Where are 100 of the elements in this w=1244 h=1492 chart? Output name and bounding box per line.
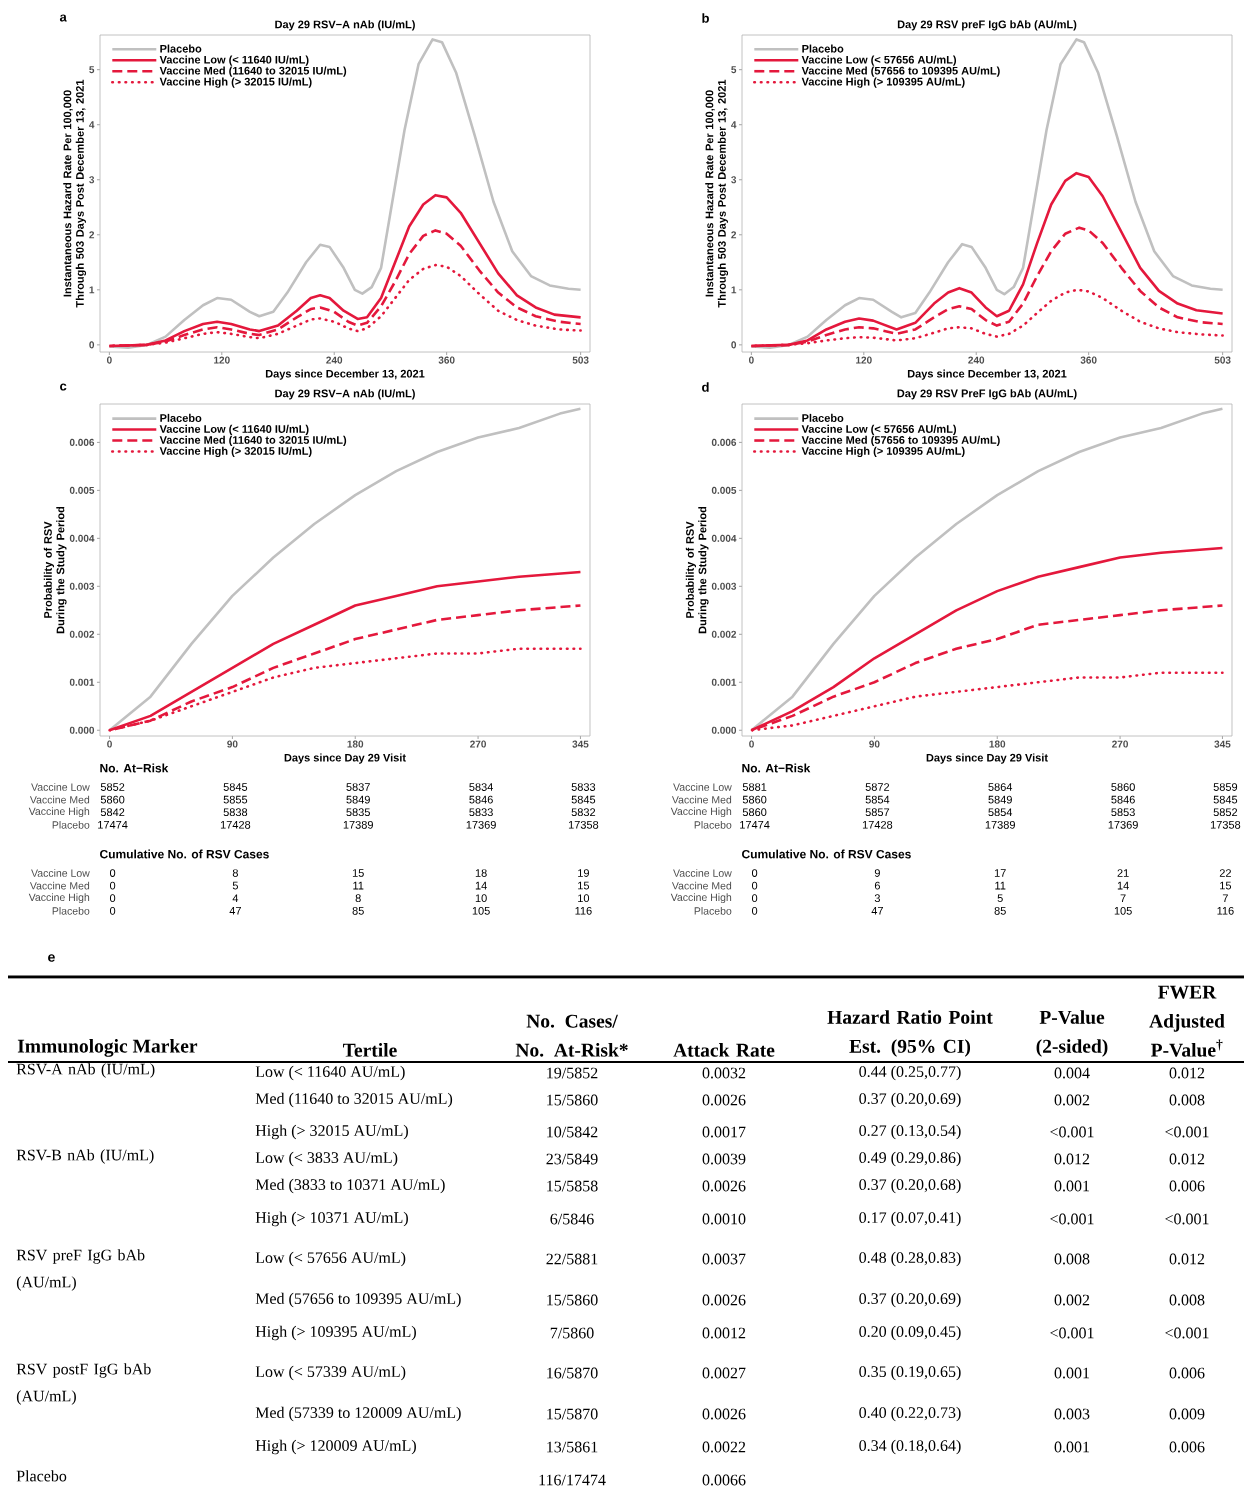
- legend-label: Vaccine Low (< 11640 IU/mL): [159, 55, 309, 66]
- chart-title: Day 29 RSV−A nAb (IU/mL): [275, 20, 415, 31]
- text: 0.006: [1169, 1441, 1205, 1453]
- text: 5855: [223, 795, 248, 804]
- text: Low (< 57339 AU/mL): [255, 1365, 406, 1381]
- text: Vaccine Low: [31, 783, 90, 791]
- text: 5833: [571, 783, 596, 791]
- text: 15: [1220, 881, 1232, 890]
- text: 5852: [100, 783, 125, 791]
- text: 5864: [988, 783, 1013, 791]
- text: 0.0017: [702, 1126, 746, 1138]
- text: 0.0026: [702, 1294, 746, 1306]
- text: 5: [997, 894, 1003, 903]
- y-tick-label: 0.001: [711, 678, 737, 686]
- text: 6: [874, 881, 880, 890]
- text: High (> 120009 AU/mL): [255, 1439, 416, 1455]
- y-tick-label: 0.001: [69, 678, 95, 686]
- text: 11: [995, 881, 1006, 890]
- y-tick-label: 0.005: [69, 486, 95, 494]
- text: 0.20 (0.09,0.45): [859, 1325, 961, 1341]
- text: 5860: [742, 795, 767, 804]
- text: 5: [232, 881, 238, 890]
- y-axis-title: Probability of RSV During the Study Period: [43, 506, 67, 634]
- text: Vaccine High: [28, 893, 90, 904]
- text: 5852: [1213, 808, 1238, 817]
- text: 17389: [343, 820, 373, 829]
- text: Vaccine High: [28, 807, 90, 818]
- text: 15/5860: [547, 1094, 598, 1106]
- x-axis-title: Days since December 13, 2021: [265, 369, 425, 380]
- text: 0.27 (0.13,0.54): [859, 1124, 961, 1140]
- text: 5845: [223, 783, 248, 791]
- text: 8: [232, 869, 238, 877]
- text: 7: [1222, 894, 1228, 902]
- text: Tertile: [343, 1043, 397, 1057]
- chart-title: Day 29 RSV PreF IgG bAb (AU/mL): [897, 389, 1077, 400]
- x-tick-label: 0: [748, 356, 754, 364]
- text: 5845: [1213, 795, 1238, 804]
- text: 15: [352, 869, 364, 877]
- text: 4: [232, 894, 239, 902]
- legend-label: Vaccine High (> 109395 AU/mL): [801, 446, 965, 458]
- text: 11: [353, 881, 364, 890]
- text: 5834: [469, 783, 493, 791]
- y-tick-label: 1: [731, 286, 737, 294]
- text: High (> 10371 AU/mL): [255, 1211, 408, 1227]
- text: Low (< 3833 AU/mL): [255, 1151, 398, 1167]
- text: 17428: [220, 820, 251, 829]
- text: 0.012: [1169, 1067, 1205, 1079]
- text: 0.002: [1054, 1294, 1090, 1306]
- text: 17474: [98, 821, 128, 829]
- text: No. At−Risk: [742, 763, 811, 773]
- text: 5832: [571, 808, 596, 817]
- text: Vaccine High: [670, 893, 732, 904]
- text: Vaccine Low: [31, 869, 90, 877]
- y-tick-label: 2: [89, 231, 95, 239]
- text: 13/5861: [547, 1441, 598, 1453]
- text: 15/5870: [547, 1408, 598, 1420]
- text: 5838: [223, 808, 248, 817]
- text: Low (< 11640 AU/mL): [255, 1065, 405, 1081]
- text: Cumulative No. of RSV Cases: [742, 849, 911, 859]
- legend-label: Vaccine Med (57656 to 109395 AU/mL): [801, 435, 1000, 447]
- text: 17389: [985, 820, 1015, 829]
- x-tick-label: 270: [470, 740, 487, 748]
- x-tick-label: 90: [869, 740, 880, 748]
- text: 0.48 (0.28,0.83): [859, 1251, 961, 1267]
- text: 0.0026: [702, 1094, 746, 1106]
- text: 0.0010: [702, 1213, 746, 1225]
- text: 0.0026: [702, 1180, 746, 1192]
- text: 0: [109, 906, 116, 915]
- text: 6/5846: [550, 1213, 594, 1225]
- text: 19: [578, 869, 589, 877]
- chart-title: Day 29 RSV preF IgG bAb (AU/mL): [897, 20, 1077, 31]
- text: 0.0037: [702, 1253, 746, 1265]
- text: 17428: [862, 820, 893, 829]
- y-tick-label: 0.006: [69, 438, 95, 446]
- y-tick-label: 0.006: [711, 438, 737, 446]
- text: 22: [1219, 869, 1231, 877]
- y-tick-label: 0.003: [711, 582, 737, 590]
- text: 5846: [469, 795, 493, 804]
- text: High (> 109395 AU/mL): [255, 1325, 416, 1341]
- y-tick-label: 5: [89, 66, 95, 74]
- x-tick-label: 345: [572, 740, 589, 748]
- text: 0.37 (0.20,0.69): [859, 1092, 961, 1108]
- text: 5872: [865, 783, 890, 791]
- text: Vaccine Med: [29, 881, 90, 890]
- text: 5854: [865, 795, 890, 804]
- text: <0.001: [1050, 1126, 1094, 1138]
- text: c: [60, 383, 67, 391]
- text: 5849: [988, 795, 1012, 804]
- text: 5881: [742, 783, 767, 791]
- y-tick-label: 0.000: [69, 726, 95, 734]
- x-tick-label: 0: [749, 740, 754, 748]
- text: 0.0032: [702, 1067, 746, 1079]
- text: 7: [1120, 894, 1126, 902]
- text: 0.012: [1169, 1153, 1205, 1165]
- text: 5859: [1213, 783, 1238, 791]
- x-tick-label: 120: [214, 356, 230, 364]
- text: 0: [109, 894, 116, 903]
- y-tick-label: 0.004: [69, 534, 95, 542]
- text: 0: [751, 881, 758, 890]
- text: 0.001: [1054, 1441, 1090, 1453]
